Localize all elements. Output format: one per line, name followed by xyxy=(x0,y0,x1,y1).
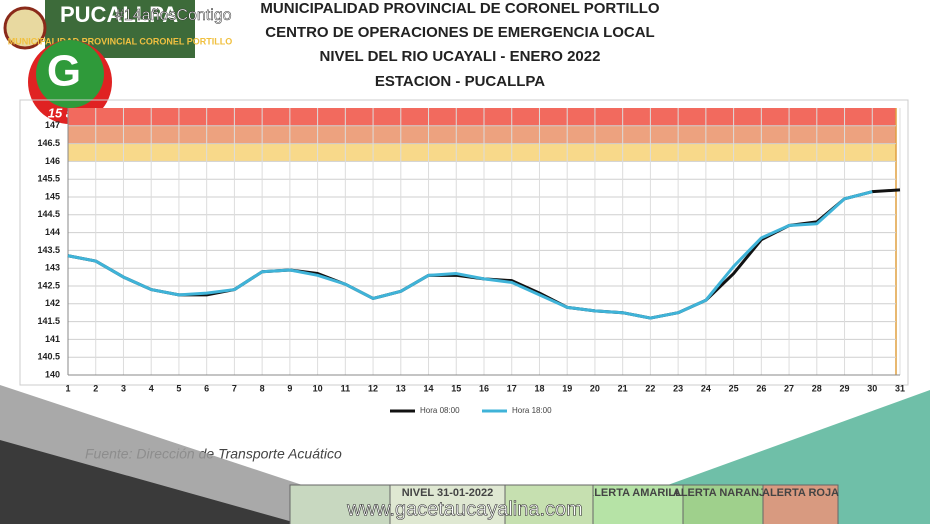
x-tick-label: 25 xyxy=(729,383,739,393)
x-tick-label: 14 xyxy=(424,383,434,393)
plot: 140140.5141141.5142142.5143143.5144144.5… xyxy=(19,99,909,415)
table-cell xyxy=(762,484,839,524)
x-tick-label: 9 xyxy=(287,383,292,393)
subtitle: NIVEL DEL RIO UCAYALI - ENERO 2022 xyxy=(320,48,601,65)
y-tick-label: 142.5 xyxy=(37,280,60,290)
x-tick-label: 18 xyxy=(534,383,544,393)
table-header: ALERTA NARANJA xyxy=(673,487,773,499)
x-tick-label: 19 xyxy=(562,383,572,393)
x-tick-label: 22 xyxy=(645,383,655,393)
logo-subtext: MUNICIPALIDAD PROVINCIAL CORONEL PORTILL… xyxy=(8,36,233,46)
y-tick-label: 146 xyxy=(45,156,60,166)
table-header: ALERTA AMARILLA xyxy=(586,487,690,499)
subtitle: ESTACION - PUCALLPA xyxy=(375,73,545,90)
x-tick-label: 30 xyxy=(867,383,877,393)
logo-text: PUCALLPA xyxy=(60,2,178,27)
y-tick-label: 145.5 xyxy=(37,174,60,184)
x-tick-label: 5 xyxy=(176,383,181,393)
x-tick-label: 24 xyxy=(701,383,711,393)
table-cell xyxy=(682,484,764,524)
badge-inner xyxy=(36,40,104,108)
decor-dark xyxy=(0,440,300,524)
x-tick-label: 20 xyxy=(590,383,600,393)
x-tick-label: 29 xyxy=(840,383,850,393)
y-tick-label: 144.5 xyxy=(37,209,60,219)
plot-frame xyxy=(19,99,909,386)
hashtag: #14añosContigo xyxy=(115,7,232,24)
crest xyxy=(3,6,47,50)
y-tick-label: 146.5 xyxy=(37,138,60,148)
table-header: ALERTA ROJA xyxy=(762,487,839,499)
x-tick-label: 10 xyxy=(313,383,323,393)
x-tick-label: 23 xyxy=(673,383,683,393)
x-tick-label: 8 xyxy=(260,383,265,393)
x-tick-label: 12 xyxy=(368,383,378,393)
x-tick-label: 2 xyxy=(93,383,98,393)
y-tick-label: 140.5 xyxy=(37,352,60,362)
y-tick-label: 140 xyxy=(45,369,60,379)
alert-band xyxy=(68,125,896,144)
y-tick-label: 142 xyxy=(45,298,60,308)
x-tick-label: 6 xyxy=(204,383,209,393)
x-tick-label: 16 xyxy=(479,383,489,393)
table-header: NIVEL 31-01-2022 xyxy=(402,487,494,499)
table-cell xyxy=(389,484,506,524)
x-tick-label: 27 xyxy=(784,383,794,393)
legend-label: Hora 18:00 xyxy=(512,406,552,415)
x-tick-label: 21 xyxy=(618,383,628,393)
x-tick-label: 7 xyxy=(232,383,237,393)
x-tick-label: 1 xyxy=(65,383,70,393)
y-tick-label: 147 xyxy=(45,120,60,130)
legend-label: Hora 08:00 xyxy=(420,406,460,415)
x-tick-label: 4 xyxy=(149,383,154,393)
x-tick-label: 17 xyxy=(507,383,517,393)
y-tick-label: 141.5 xyxy=(37,316,60,326)
y-tick-label: 143 xyxy=(45,263,60,273)
x-tick-label: 26 xyxy=(756,383,766,393)
x-tick-label: 31 xyxy=(895,383,905,393)
series-line xyxy=(67,190,873,320)
x-tick-label: 13 xyxy=(396,383,406,393)
website: www.gacetaucayalina.com xyxy=(346,498,583,520)
alert-band xyxy=(68,108,896,126)
x-tick-label: 11 xyxy=(341,383,351,393)
y-tick-label: 144 xyxy=(45,227,60,237)
table-cell xyxy=(504,484,594,524)
title: MUNICIPALIDAD PROVINCIAL DE CORONEL PORT… xyxy=(260,0,660,17)
x-tick-label: 3 xyxy=(121,383,126,393)
alert-band xyxy=(68,143,896,162)
y-tick-label: 143.5 xyxy=(37,245,60,255)
badge-letter: G xyxy=(47,47,81,96)
subtitle: CENTRO DE OPERACIONES DE EMERGENCIA LOCA… xyxy=(265,24,654,41)
y-tick-label: 145 xyxy=(45,191,60,201)
x-tick-label: 28 xyxy=(812,383,822,393)
x-tick-label: 15 xyxy=(451,383,461,393)
y-tick-label: 141 xyxy=(45,334,60,344)
